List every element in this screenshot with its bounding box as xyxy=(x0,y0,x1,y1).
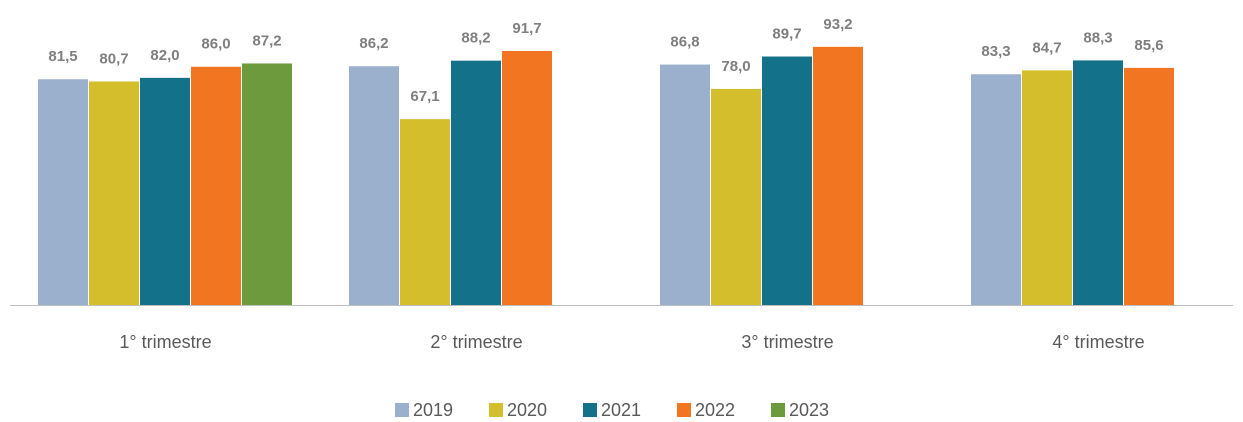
bar xyxy=(1022,70,1072,305)
legend-swatch xyxy=(395,403,409,417)
data-label: 67,1 xyxy=(410,88,439,105)
legend-label: 2019 xyxy=(413,400,453,420)
data-label: 83,3 xyxy=(981,43,1010,60)
data-label: 88,3 xyxy=(1083,29,1112,46)
data-label: 91,7 xyxy=(512,20,541,37)
data-label: 82,0 xyxy=(150,47,179,64)
bar xyxy=(451,60,501,305)
data-label: 85,6 xyxy=(1134,37,1163,54)
data-label: 78,0 xyxy=(721,58,750,75)
data-label: 87,2 xyxy=(252,32,281,49)
bar xyxy=(400,119,450,306)
legend-label: 2020 xyxy=(507,400,547,420)
bar xyxy=(349,66,399,305)
data-label: 80,7 xyxy=(99,50,128,67)
data-label: 86,0 xyxy=(201,36,230,53)
bar xyxy=(762,56,812,305)
bar xyxy=(191,66,241,305)
bar xyxy=(660,64,710,306)
data-label: 84,7 xyxy=(1032,39,1061,56)
bar xyxy=(242,63,292,306)
legend-label: 2022 xyxy=(695,400,735,420)
bar xyxy=(971,74,1021,305)
x-tick-label: 2° trimestre xyxy=(430,332,522,352)
bar xyxy=(1124,67,1174,305)
x-tick-label: 4° trimestre xyxy=(1052,332,1144,352)
bar xyxy=(89,81,139,305)
bar xyxy=(502,50,552,306)
legend-swatch xyxy=(583,403,597,417)
bar xyxy=(711,88,761,305)
bar xyxy=(140,77,190,305)
data-label: 81,5 xyxy=(48,48,77,65)
bar xyxy=(1073,60,1123,306)
data-label: 86,2 xyxy=(359,35,388,52)
legend-label: 2021 xyxy=(601,400,641,420)
bar xyxy=(38,79,88,306)
x-tick-label: 3° trimestre xyxy=(741,332,833,352)
data-label: 93,2 xyxy=(823,16,852,33)
legend-swatch xyxy=(677,403,691,417)
data-label: 88,2 xyxy=(461,30,490,47)
legend-swatch xyxy=(771,403,785,417)
data-label: 86,8 xyxy=(670,34,699,51)
legend-swatch xyxy=(489,403,503,417)
bar xyxy=(813,46,863,305)
legend-label: 2023 xyxy=(789,400,829,420)
data-label: 89,7 xyxy=(772,25,801,42)
x-tick-label: 1° trimestre xyxy=(119,332,211,352)
